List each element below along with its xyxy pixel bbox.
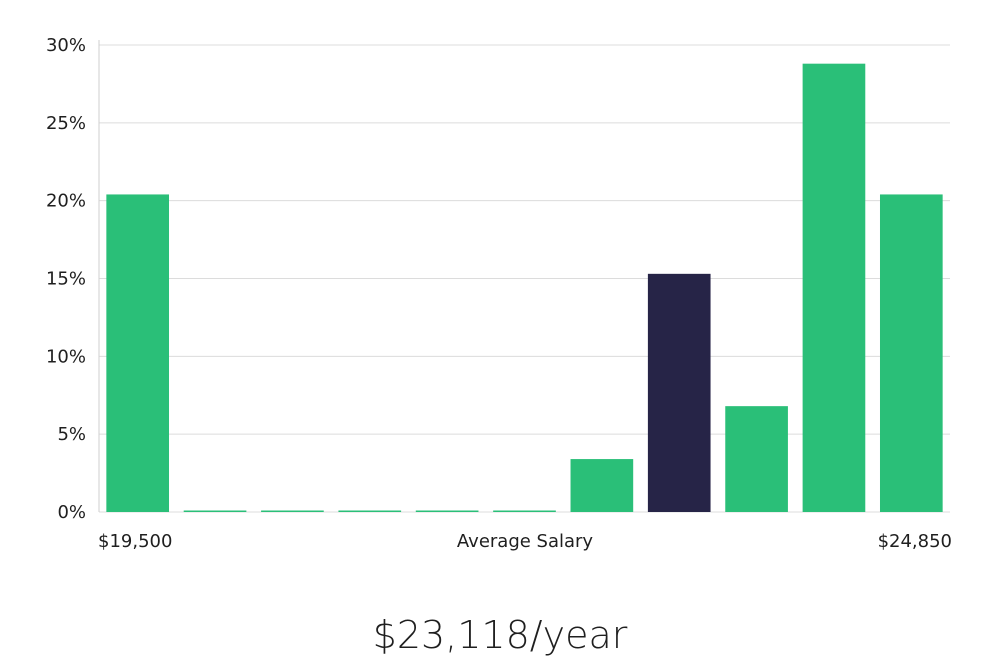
bars — [106, 63, 943, 513]
y-tick-label: 20% — [46, 191, 86, 212]
y-tick-label: 30% — [46, 35, 86, 56]
bar — [415, 510, 479, 512]
bar — [261, 510, 324, 512]
y-tick-label: 0% — [57, 502, 86, 523]
x-min-label: $19,500 — [98, 531, 172, 552]
bar — [570, 459, 634, 512]
y-tick-label: 10% — [46, 346, 86, 367]
bar — [106, 194, 170, 512]
bar — [725, 406, 788, 512]
bar — [802, 63, 866, 513]
bar — [338, 510, 402, 512]
y-tick-label: 15% — [46, 269, 86, 290]
y-tick-label: 25% — [46, 113, 86, 134]
bar — [183, 510, 247, 512]
bar — [493, 510, 556, 512]
gridlines — [99, 44, 950, 513]
bar — [879, 194, 943, 512]
y-axis-ticks: 0% 5% 10% 15% 20% 25% 30% — [46, 35, 86, 523]
bar-highlighted — [647, 273, 711, 512]
y-tick-label: 5% — [57, 424, 86, 445]
x-axis-title: Average Salary — [457, 531, 594, 552]
average-salary-value: $23,118/year — [373, 613, 628, 657]
x-max-label: $24,850 — [878, 531, 952, 552]
